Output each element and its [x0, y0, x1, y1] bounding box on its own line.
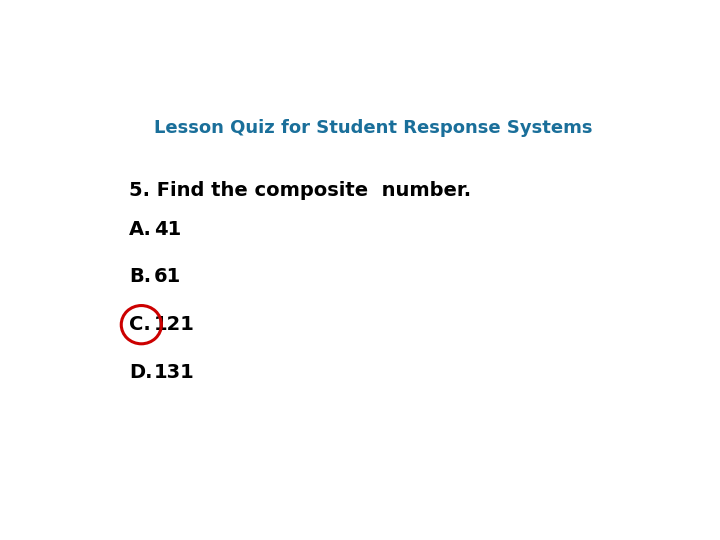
Text: 41: 41 — [154, 220, 181, 239]
Text: 5. Find the composite  number.: 5. Find the composite number. — [129, 181, 471, 200]
Text: 121: 121 — [154, 315, 195, 334]
Text: A.: A. — [129, 220, 152, 239]
Text: B.: B. — [129, 267, 151, 286]
Text: Lesson Quiz for Student Response Systems: Lesson Quiz for Student Response Systems — [154, 119, 593, 137]
Text: C.: C. — [129, 315, 150, 334]
Text: 61: 61 — [154, 267, 181, 286]
Text: D.: D. — [129, 363, 153, 382]
Text: 131: 131 — [154, 363, 195, 382]
